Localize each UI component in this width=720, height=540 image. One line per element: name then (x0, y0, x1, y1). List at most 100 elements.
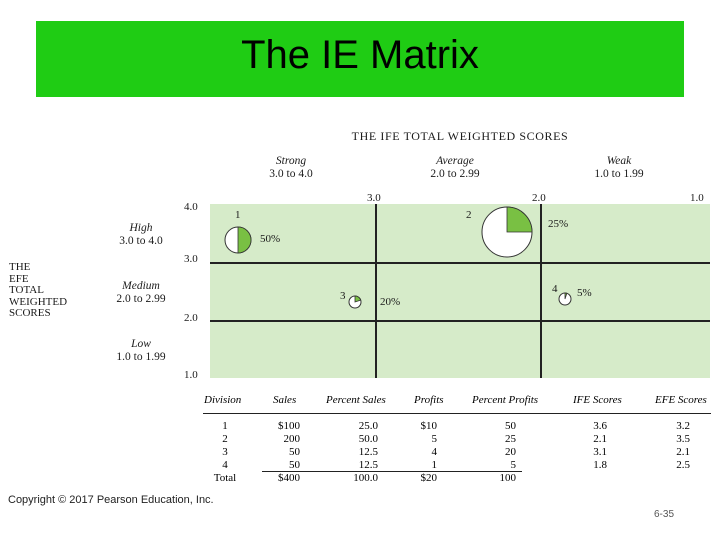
division-1-profit-slice (237, 226, 252, 254)
division-4-profit-slice (564, 292, 568, 300)
table-cell: 3.2 (676, 420, 690, 432)
division-2-bubble (481, 206, 533, 258)
efe-row-high: High 3.0 to 4.0 (86, 222, 196, 248)
ife-column-label: Strong (275, 155, 307, 167)
column-header: Profits (414, 394, 444, 406)
efe-side-word: TOTAL (9, 284, 44, 296)
table-cell: 5 (510, 459, 517, 471)
ife-tick: 1.0 (690, 192, 704, 204)
column-header: IFE Scores (573, 394, 622, 406)
division-3-bubble (348, 295, 362, 309)
table-cell: 200 (283, 433, 301, 445)
ife-column-weak: Weak 1.0 to 1.99 (564, 155, 674, 181)
column-header: Sales (273, 394, 297, 406)
table-cell: 2.5 (676, 459, 690, 471)
division-1-bubble (224, 226, 252, 254)
table-cell: $10 (420, 420, 438, 432)
table-cell: $400 (278, 472, 300, 484)
table-cell: 4 (222, 459, 228, 471)
copyright-text: Copyright © 2017 Pearson Education, Inc. (8, 494, 214, 506)
efe-row-range: 1.0 to 1.99 (116, 351, 166, 363)
title-banner: The IE Matrix (36, 21, 684, 97)
efe-row-label: Medium (122, 280, 160, 292)
division-4-bubble (558, 292, 572, 306)
slide-number: 6-35 (654, 509, 675, 520)
division-3-profit-slice (354, 295, 362, 303)
table-cell: 25.0 (358, 420, 378, 432)
table-cell: 2.1 (676, 446, 690, 458)
division-1-label: 1 (235, 209, 241, 221)
table-cell: 25 (505, 433, 516, 445)
grid-divider (210, 320, 710, 322)
table-cell: 1.8 (593, 459, 607, 471)
ife-tick: 2.0 (532, 192, 546, 204)
slide-title: The IE Matrix (241, 33, 479, 77)
table-cell: 1 (431, 459, 438, 471)
efe-side-word: EFE (9, 272, 29, 285)
efe-tick: 2.0 (184, 312, 198, 324)
division-2-profit-percent: 25% (548, 218, 569, 230)
ife-column-range: 2.0 to 2.99 (430, 168, 480, 180)
efe-row-low: Low 1.0 to 1.99 (86, 338, 196, 364)
table-cell: $100 (278, 420, 300, 432)
table-cell: 3.5 (676, 433, 690, 445)
table-cell: 50 (505, 420, 516, 432)
table-total-rule (262, 471, 522, 472)
table-cell: 3.1 (593, 446, 607, 458)
table-cell: 12.5 (358, 459, 378, 471)
efe-row-range: 3.0 to 4.0 (119, 235, 163, 247)
table-cell: 3.6 (593, 420, 607, 432)
ife-column-label: Average (436, 155, 474, 167)
ife-column-label: Weak (606, 155, 632, 167)
table-cell: 1 (222, 420, 228, 432)
division-1-profit-percent: 50% (260, 233, 281, 245)
division-3-label: 3 (340, 290, 346, 302)
division-2-label: 2 (466, 209, 472, 221)
efe-row-range: 2.0 to 2.99 (116, 293, 166, 305)
ife-column-strong: Strong 3.0 to 4.0 (236, 155, 346, 181)
ife-column-range: 1.0 to 1.99 (594, 168, 644, 180)
table-cell: 4 (431, 446, 438, 458)
efe-side-label: THE EFE TOTAL WEIGHTED SCORES (9, 261, 68, 320)
efe-side-word: SCORES (9, 307, 51, 319)
grid-divider (375, 204, 377, 378)
efe-row-label: High (129, 222, 153, 234)
column-header: Percent Sales (326, 394, 386, 406)
table-cell: 50.0 (358, 433, 378, 445)
efe-tick: 4.0 (184, 201, 198, 213)
efe-row-label: Low (131, 338, 151, 350)
table-cell: 50 (289, 459, 300, 471)
table-cell: $20 (420, 472, 438, 484)
table-rule (203, 413, 711, 414)
table-cell: 50 (289, 446, 300, 458)
table-cell: 20 (505, 446, 516, 458)
efe-tick: 3.0 (184, 253, 198, 265)
division-4-label: 4 (552, 283, 558, 295)
ife-column-range: 3.0 to 4.0 (269, 168, 313, 180)
efe-tick: 1.0 (184, 369, 198, 381)
ie-matrix-grid: 1 50% 2 25% 3 20% 4 5% (210, 204, 710, 378)
table-cell: 5 (431, 433, 438, 445)
division-4-profit-percent: 5% (577, 287, 592, 299)
ife-header: THE IFE TOTAL WEIGHTED SCORES (351, 129, 569, 143)
table-cell: 2 (222, 433, 228, 445)
column-header: Percent Profits (472, 394, 539, 406)
table-cell: Total (213, 472, 237, 484)
ife-column-average: Average 2.0 to 2.99 (400, 155, 510, 181)
column-header: Division (204, 394, 242, 406)
column-header: EFE Scores (655, 394, 707, 406)
table-cell: 12.5 (358, 446, 378, 458)
division-table-header: Division Sales Percent Sales Profits Per… (200, 394, 715, 410)
division-3-profit-percent: 20% (380, 296, 401, 308)
efe-side-word: WEIGHTED (9, 295, 68, 308)
efe-side-word: THE (9, 261, 31, 273)
grid-divider (540, 204, 542, 378)
table-cell: 2.1 (593, 433, 607, 445)
ife-tick: 3.0 (367, 192, 381, 204)
grid-divider (210, 262, 710, 264)
table-cell: 100.0 (353, 472, 378, 484)
efe-row-medium: Medium 2.0 to 2.99 (86, 280, 196, 306)
table-cell: 3 (222, 446, 228, 458)
division-2-profit-slice (506, 206, 533, 233)
table-cell: 100 (499, 472, 517, 484)
